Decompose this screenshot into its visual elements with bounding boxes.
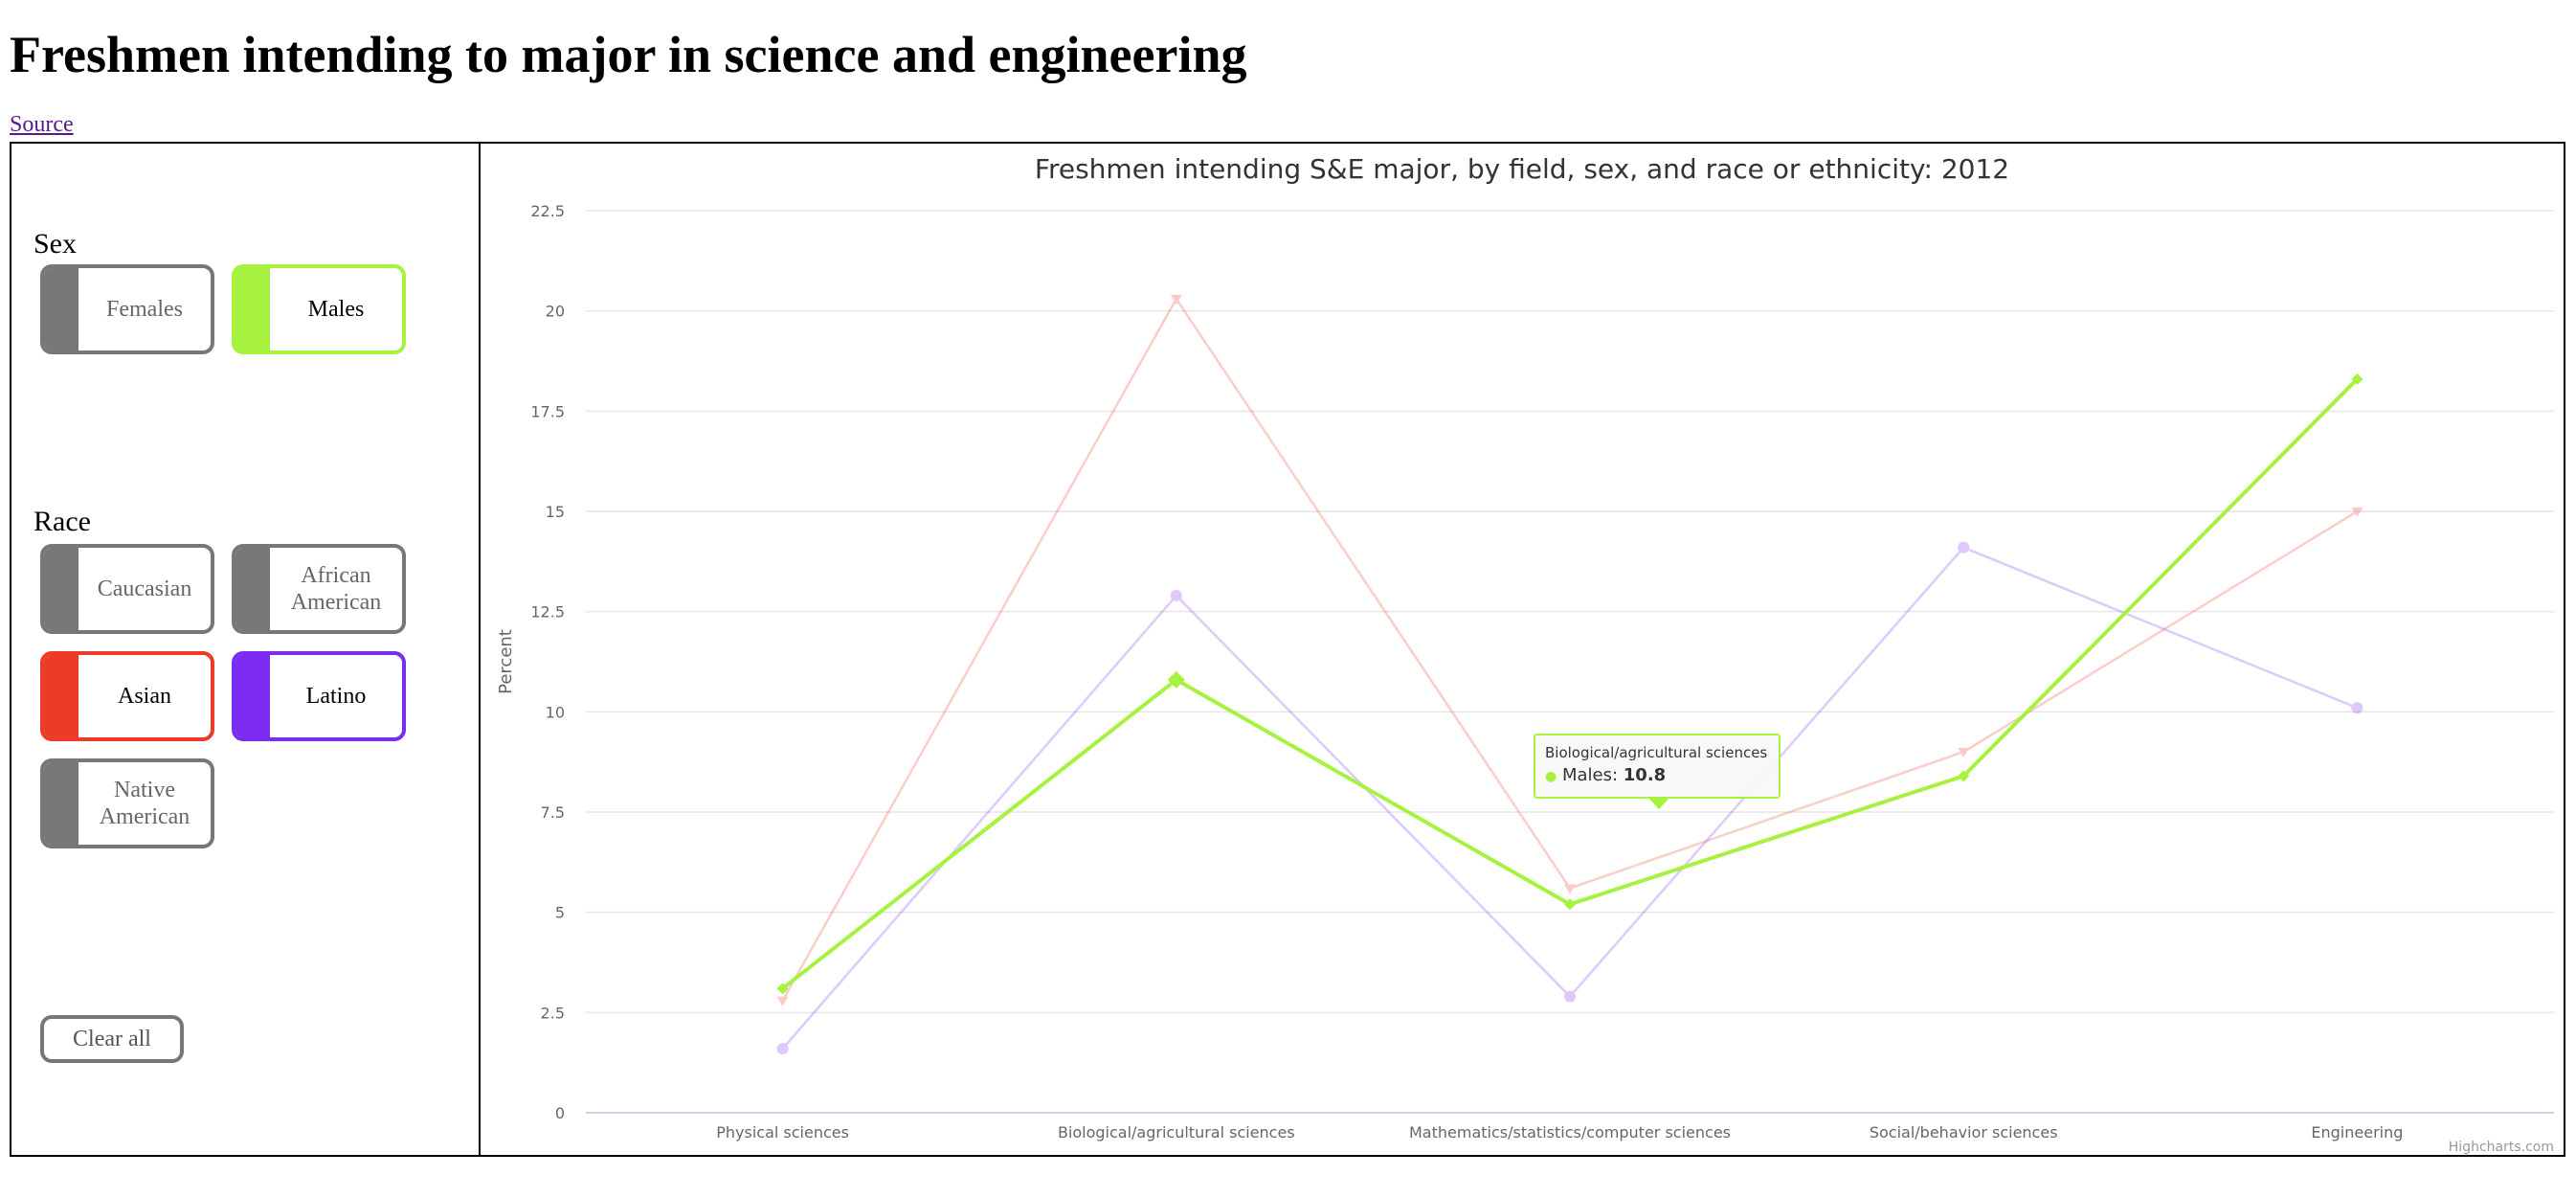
color-swatch [235,655,270,737]
race-section-label: Race [34,506,91,537]
color-swatch [44,762,78,845]
color-swatch [44,655,78,737]
filter-button-males[interactable]: Males [232,264,406,354]
data-point [1170,294,1182,305]
filter-label: Native American [99,778,190,829]
chart-title: Freshmen intending S&E major, by field, … [1035,153,2009,185]
tooltip-category: Biological/agricultural sciences [1545,744,1768,761]
x-tick-label: Mathematics/statistics/computer sciences [1409,1123,1731,1141]
data-point [776,1043,789,1055]
data-point [1564,884,1576,894]
y-tick-label: 17.5 [530,402,565,420]
page-title: Freshmen intending to major in science a… [10,26,1247,83]
series-dot-icon: ● [1545,769,1557,784]
y-tick-label: 7.5 [541,803,565,822]
data-point [1167,670,1185,689]
data-point [1564,898,1576,911]
filter-button-native-american[interactable]: Native American [40,758,214,848]
filter-label: Asian [118,684,171,709]
y-tick-label: 5 [555,904,565,922]
filter-button-caucasian[interactable]: Caucasian [40,544,214,634]
data-point [1958,541,1970,554]
chart-tooltip: Biological/agricultural sciences ● Males… [1534,734,1781,809]
x-tick-label: Physical sciences [716,1123,849,1141]
data-point [776,983,789,995]
series-males [776,373,2363,995]
data-point [2351,702,2363,714]
sex-section-label: Sex [34,228,77,260]
y-tick-label: 0 [555,1104,565,1122]
clear-all-button[interactable]: Clear all [40,1015,184,1063]
filter-label: Males [307,297,365,322]
data-point [1958,770,1970,782]
color-swatch [235,268,270,350]
filter-label: Females [106,297,183,322]
series-latino [776,541,2363,1055]
data-point [2351,373,2363,385]
x-tick-label: Biological/agricultural sciences [1058,1123,1295,1141]
x-tick-label: Engineering [2311,1123,2403,1141]
line-chart: 0 2.5 5 7.5 10 12.5 15 17.5 20 22.5 Freshmen inte… [496,153,2554,1155]
filter-label: Caucasian [97,576,192,601]
y-tick-label: 12.5 [530,603,565,622]
series-asian [776,294,2363,1006]
filter-sidebar: Sex Females Males Race Caucasian African… [11,144,481,1155]
data-point [2351,507,2363,517]
filter-label: African American [290,563,382,615]
filter-button-females[interactable]: Females [40,264,214,354]
filter-button-african-american[interactable]: African American [232,544,406,634]
data-point [1170,589,1182,601]
tooltip-series: Males [1561,765,1612,785]
series-line [781,377,2359,990]
tooltip-value: 10.8 [1623,765,1667,785]
filter-button-asian[interactable]: Asian [40,651,214,741]
color-swatch [235,548,270,630]
color-swatch [44,548,78,630]
y-tick-label: 22.5 [530,202,565,220]
tooltip-body: ● Males: 10.8 [1545,765,1667,785]
highcharts-credit[interactable]: Highcharts.com [2449,1140,2554,1155]
y-tick-label: 2.5 [541,1004,565,1022]
chart-container: 0 2.5 5 7.5 10 12.5 15 17.5 20 22.5 Freshmen inte… [481,144,2564,1155]
y-axis-label: Percent [496,629,516,694]
main-frame: Sex Females Males Race Caucasian African… [10,142,2565,1157]
data-point [776,996,789,1006]
filter-button-latino[interactable]: Latino [232,651,406,741]
tooltip-caret [1648,798,1669,809]
color-swatch [44,268,78,350]
x-tick-label: Social/behavior sciences [1870,1123,2058,1141]
data-point [1958,748,1970,758]
source-link[interactable]: Source [10,112,74,137]
series-line [781,546,2358,1050]
y-tick-label: 10 [546,703,565,721]
filter-label: Latino [305,684,367,709]
series-line [781,297,2359,1002]
data-point [1564,990,1576,1003]
y-tick-label: 20 [546,303,565,321]
y-tick-label: 15 [546,503,565,521]
